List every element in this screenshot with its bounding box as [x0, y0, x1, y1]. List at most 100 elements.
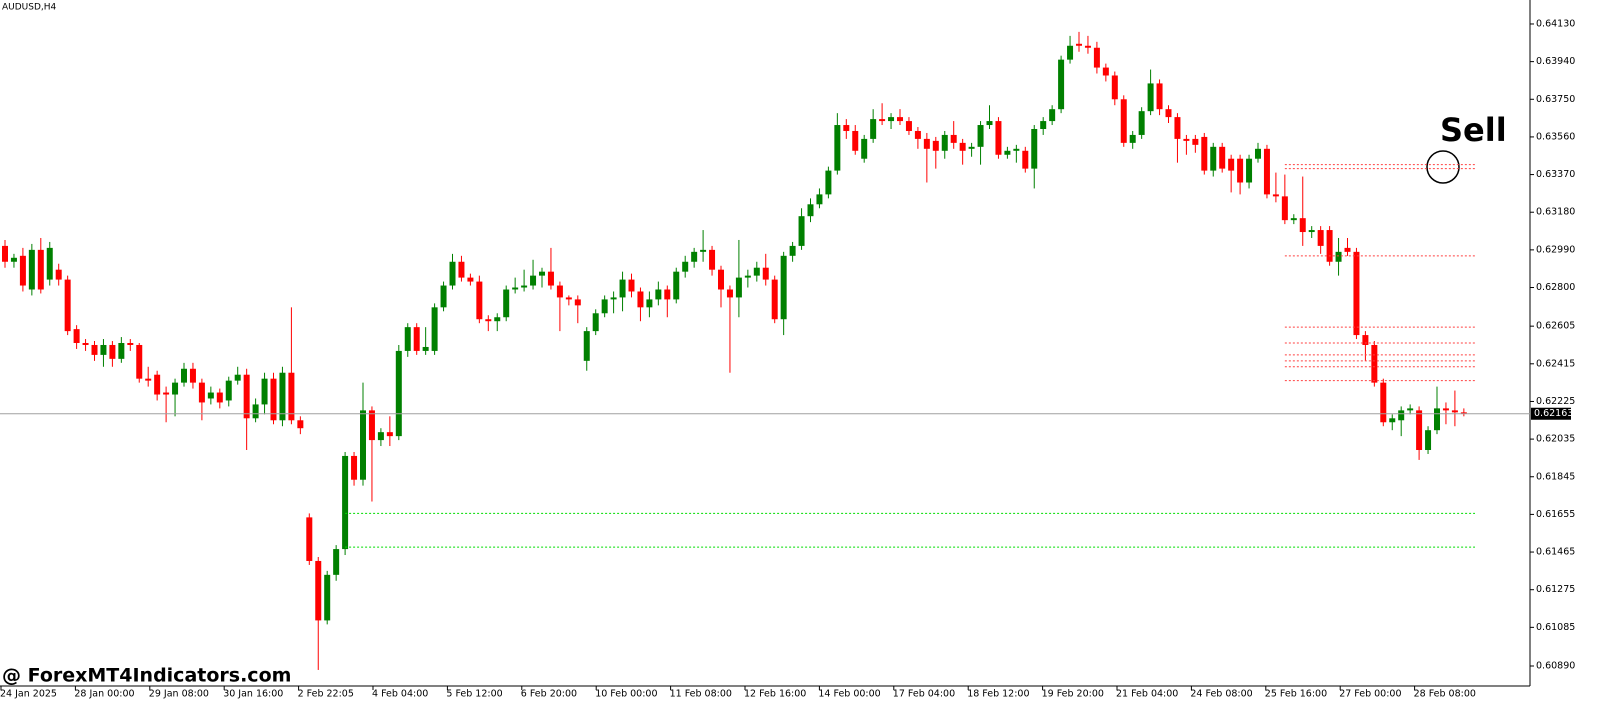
- candle-body: [1102, 67, 1109, 76]
- y-tick-label: 0.61275: [1536, 584, 1575, 595]
- x-tick-label: 11 Feb 08:00: [670, 689, 732, 700]
- x-tick-label: 4 Feb 04:00: [372, 689, 428, 700]
- candle-body: [512, 287, 519, 290]
- candle-body: [1067, 45, 1074, 60]
- y-tick-label: 0.60890: [1536, 660, 1575, 671]
- candle-body: [377, 432, 384, 441]
- candle-body: [1398, 410, 1405, 421]
- candle-body: [333, 549, 340, 575]
- candle-body: [789, 245, 796, 256]
- candle-body: [1246, 158, 1253, 183]
- candle-body: [37, 249, 44, 290]
- candle-body: [1442, 408, 1449, 411]
- x-tick-label: 17 Feb 04:00: [893, 689, 955, 700]
- candle-body: [73, 329, 80, 343]
- candle-body: [637, 291, 644, 308]
- y-tick-label: 0.61465: [1536, 547, 1575, 558]
- candle-body: [404, 327, 411, 351]
- candle-body: [619, 279, 626, 298]
- candle-body: [288, 372, 295, 421]
- y-tick-label: 0.61085: [1536, 622, 1575, 633]
- x-tick-label: 12 Feb 16:00: [744, 689, 806, 700]
- x-tick-label: 30 Jan 16:00: [223, 689, 283, 700]
- candle-body: [780, 255, 787, 320]
- candle-body: [995, 121, 1002, 155]
- candle-body: [905, 121, 912, 131]
- candle-body: [1389, 418, 1396, 423]
- candle-body: [1004, 150, 1011, 155]
- candle-body: [861, 138, 868, 159]
- candle-body: [1219, 146, 1226, 169]
- candle-body: [771, 279, 778, 320]
- candle-body: [82, 343, 89, 345]
- y-tick-label: 0.61655: [1536, 509, 1575, 520]
- candle-body: [1084, 45, 1091, 48]
- x-tick-label: 29 Jan 08:00: [149, 689, 209, 700]
- candle-body: [950, 134, 957, 143]
- candle-body: [386, 432, 393, 437]
- candle-body: [279, 372, 286, 421]
- candle-body: [207, 392, 214, 399]
- candle-body: [422, 346, 429, 351]
- y-tick-label: 0.63940: [1536, 56, 1575, 67]
- candle-body: [601, 299, 608, 314]
- candle-body: [109, 344, 116, 359]
- x-tick-label: 19 Feb 20:00: [1042, 689, 1104, 700]
- candle-body: [324, 574, 331, 621]
- candle-body: [198, 382, 205, 403]
- candle-body: [825, 170, 832, 195]
- candle-body: [368, 410, 375, 441]
- candle-body: [1111, 75, 1118, 100]
- x-tick-label: 5 Feb 12:00: [446, 689, 502, 700]
- candle-body: [1425, 430, 1432, 451]
- candle-body: [431, 307, 438, 351]
- candle-body: [1326, 230, 1333, 262]
- candle-body: [807, 204, 814, 217]
- candle-body: [521, 285, 528, 288]
- candle-body: [1290, 218, 1297, 221]
- candle-body: [682, 261, 689, 272]
- candle-body: [1362, 335, 1369, 345]
- candle-body: [46, 247, 53, 280]
- candle-body: [1416, 410, 1423, 451]
- x-tick-label: 10 Feb 00:00: [595, 689, 657, 700]
- candle-body: [172, 382, 179, 395]
- candle-body: [1022, 150, 1029, 169]
- candle-body: [234, 374, 241, 381]
- x-tick-label: 28 Feb 08:00: [1414, 689, 1476, 700]
- candle-body: [959, 142, 966, 151]
- candle-body: [127, 343, 134, 345]
- candle-body: [1049, 109, 1056, 122]
- candle-body: [1058, 59, 1065, 110]
- candle-body: [440, 285, 447, 308]
- candle-body: [2, 245, 8, 262]
- x-tick-label: 27 Feb 00:00: [1339, 689, 1401, 700]
- candle-body: [556, 285, 563, 298]
- candle-body: [360, 410, 366, 480]
- y-tick-label: 0.62035: [1536, 434, 1575, 445]
- candle-body: [753, 267, 760, 276]
- candle-body: [306, 517, 313, 561]
- y-tick-label: 0.63750: [1536, 94, 1575, 105]
- x-tick-label: 14 Feb 00:00: [818, 689, 880, 700]
- candle-body: [351, 455, 358, 480]
- candle-body: [1201, 136, 1208, 171]
- candle-body: [700, 249, 707, 252]
- candle-body: [458, 261, 465, 278]
- candle-body: [816, 194, 823, 205]
- candle-body: [870, 119, 877, 139]
- y-tick-label: 0.64130: [1536, 18, 1575, 29]
- candle-body: [270, 378, 277, 421]
- candle-body: [100, 344, 107, 355]
- candle-body: [897, 117, 903, 122]
- x-tick-label: 25 Feb 16:00: [1265, 689, 1327, 700]
- sell-marker: [1426, 150, 1460, 184]
- x-tick-label: 6 Feb 20:00: [521, 689, 577, 700]
- candle-body: [530, 275, 537, 286]
- candle-body: [547, 271, 554, 286]
- candle-body: [1299, 218, 1306, 233]
- candle-body: [342, 455, 349, 550]
- candle-body: [1147, 83, 1154, 112]
- candle-body: [879, 119, 886, 122]
